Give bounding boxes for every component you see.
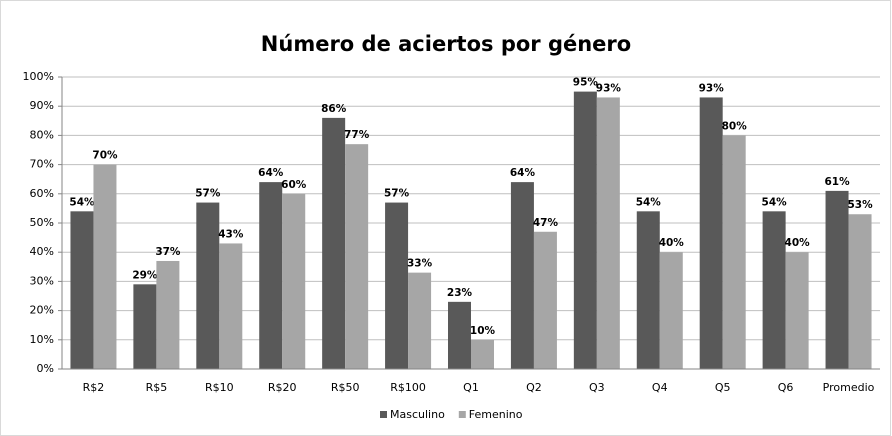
value-label: 57%	[384, 188, 410, 200]
x-tick-label: R$20	[268, 381, 297, 394]
x-tick-label: Promedio	[823, 381, 875, 394]
bar	[573, 91, 597, 369]
legend-swatch	[458, 411, 466, 418]
y-tick-label: 70%	[30, 158, 54, 171]
value-label: 37%	[155, 246, 181, 258]
bar	[385, 202, 409, 369]
bar	[93, 164, 117, 369]
value-label: 10%	[470, 325, 496, 337]
x-tick-label: Q3	[589, 381, 605, 394]
value-label: 43%	[218, 228, 244, 240]
y-tick-label: 100%	[23, 70, 54, 83]
legend-swatch	[380, 411, 387, 418]
bar	[825, 190, 849, 369]
value-label: 54%	[69, 196, 95, 208]
value-label: 80%	[722, 120, 748, 132]
x-tick-label: Q4	[652, 381, 668, 394]
bar	[533, 231, 557, 369]
x-tick-label: R$100	[390, 381, 426, 394]
bar	[762, 211, 786, 369]
bar	[636, 211, 660, 369]
value-label: 40%	[659, 237, 685, 249]
bar	[219, 243, 243, 369]
value-label: 23%	[447, 287, 473, 299]
value-label: 60%	[281, 179, 307, 191]
value-label: 64%	[258, 167, 284, 179]
value-label: 77%	[344, 129, 370, 141]
value-label: 57%	[195, 188, 221, 200]
x-tick-label: Q2	[526, 381, 542, 394]
value-label: 53%	[847, 199, 873, 211]
x-tick-label: Q5	[715, 381, 731, 394]
x-tick-label: R$10	[205, 381, 234, 394]
value-label: 61%	[824, 176, 850, 188]
bar	[282, 193, 306, 369]
y-tick-label: 30%	[30, 274, 54, 287]
value-label: 70%	[92, 150, 118, 162]
bar	[70, 211, 94, 369]
y-tick-label: 90%	[30, 99, 54, 112]
bar	[848, 214, 872, 369]
bar	[259, 182, 283, 369]
bar	[785, 252, 809, 369]
value-label: 47%	[533, 217, 559, 229]
bar	[345, 144, 369, 369]
x-tick-label: Q6	[778, 381, 794, 394]
bar	[322, 117, 346, 369]
bar	[510, 182, 534, 369]
chart-title: Número de aciertos por género	[261, 32, 631, 56]
bar	[408, 272, 432, 369]
bar	[659, 252, 683, 369]
bar	[471, 339, 494, 369]
legend-label: Masculino	[390, 408, 445, 421]
x-tick-label: R$5	[146, 381, 168, 394]
value-label: 54%	[762, 196, 788, 208]
x-tick-label: R$2	[83, 381, 105, 394]
bar	[699, 97, 723, 369]
value-label: 33%	[407, 258, 433, 270]
y-tick-label: 60%	[30, 187, 54, 200]
value-label: 40%	[785, 237, 811, 249]
value-label: 93%	[596, 82, 622, 94]
value-label: 86%	[321, 103, 347, 115]
y-tick-label: 0%	[37, 362, 54, 375]
value-label: 29%	[132, 269, 158, 281]
y-tick-label: 10%	[30, 333, 54, 346]
y-tick-label: 20%	[30, 304, 54, 317]
bar	[722, 135, 746, 369]
value-label: 64%	[510, 167, 536, 179]
x-tick-label: Q1	[463, 381, 479, 394]
value-label: 93%	[699, 82, 725, 94]
bar	[596, 97, 620, 369]
y-tick-label: 80%	[30, 128, 54, 141]
value-label: 95%	[573, 77, 599, 89]
bar	[448, 301, 471, 369]
bar	[156, 260, 180, 369]
bar	[196, 202, 220, 369]
y-tick-label: 40%	[30, 245, 54, 258]
x-tick-label: R$50	[331, 381, 360, 394]
legend-label: Femenino	[469, 408, 523, 421]
y-tick-label: 50%	[30, 216, 54, 229]
bar	[133, 284, 157, 369]
value-label: 54%	[636, 196, 662, 208]
